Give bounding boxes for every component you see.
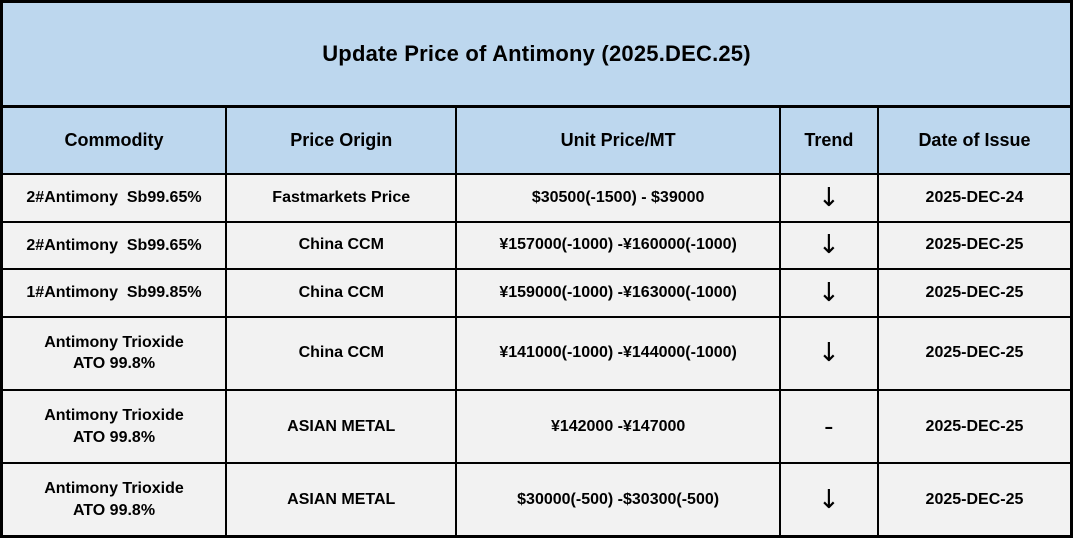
commodity-cell: Antimony Trioxide ATO 99.8% bbox=[3, 315, 227, 392]
trend-unchanged-dash: - bbox=[778, 389, 879, 465]
price-origin-cell: China CCM bbox=[224, 220, 458, 271]
unit-price-cell: $30000(-500) -$30300(-500) bbox=[455, 462, 781, 535]
table-row: Antimony Trioxide ATO 99.8% ASIAN METAL … bbox=[3, 389, 1070, 465]
price-table: Commodity Price Origin Unit Price/MT Tre… bbox=[3, 108, 1070, 535]
price-origin-cell: Fastmarkets Price bbox=[224, 173, 458, 223]
commodity-cell: Antimony Trioxide ATO 99.8% bbox=[3, 389, 227, 465]
unit-price-cell: $30500(-1500) - $39000 bbox=[455, 173, 781, 223]
unit-price-cell: ¥157000(-1000) -¥160000(-1000) bbox=[455, 220, 781, 271]
column-header-commodity: Commodity bbox=[3, 108, 227, 175]
page-title: Update Price of Antimony (2025.DEC.25) bbox=[322, 41, 751, 66]
date-of-issue-cell: 2025-DEC-24 bbox=[876, 173, 1070, 223]
trend-down-icon: ↓ bbox=[778, 268, 879, 318]
commodity-cell: 2#Antimony Sb99.65% bbox=[3, 220, 227, 271]
commodity-cell: Antimony Trioxide ATO 99.8% bbox=[3, 462, 227, 535]
commodity-cell: 1#Antimony Sb99.85% bbox=[3, 268, 227, 318]
price-origin-cell: ASIAN METAL bbox=[224, 462, 458, 535]
date-of-issue-cell: 2025-DEC-25 bbox=[876, 315, 1070, 392]
unit-price-cell: ¥141000(-1000) -¥144000(-1000) bbox=[455, 315, 781, 392]
column-header-price-origin: Price Origin bbox=[224, 108, 458, 175]
trend-down-icon: ↓ bbox=[778, 462, 879, 535]
table-row: 2#Antimony Sb99.65% China CCM ¥157000(-1… bbox=[3, 220, 1070, 271]
trend-down-icon: ↓ bbox=[778, 173, 879, 223]
date-of-issue-cell: 2025-DEC-25 bbox=[876, 462, 1070, 535]
price-origin-cell: ASIAN METAL bbox=[224, 389, 458, 465]
trend-down-icon: ↓ bbox=[778, 315, 879, 392]
header-row: Commodity Price Origin Unit Price/MT Tre… bbox=[3, 108, 1070, 175]
date-of-issue-cell: 2025-DEC-25 bbox=[876, 389, 1070, 465]
commodity-cell: 2#Antimony Sb99.65% bbox=[3, 173, 227, 223]
table-row: Antimony Trioxide ATO 99.8% China CCM ¥1… bbox=[3, 315, 1070, 392]
column-header-unit-price: Unit Price/MT bbox=[455, 108, 781, 175]
unit-price-cell: ¥159000(-1000) -¥163000(-1000) bbox=[455, 268, 781, 318]
column-header-trend: Trend bbox=[778, 108, 879, 175]
table-row: Antimony Trioxide ATO 99.8% ASIAN METAL … bbox=[3, 462, 1070, 535]
price-origin-cell: China CCM bbox=[224, 315, 458, 392]
unit-price-cell: ¥142000 -¥147000 bbox=[455, 389, 781, 465]
date-of-issue-cell: 2025-DEC-25 bbox=[876, 220, 1070, 271]
date-of-issue-cell: 2025-DEC-25 bbox=[876, 268, 1070, 318]
price-origin-cell: China CCM bbox=[224, 268, 458, 318]
table-row: 2#Antimony Sb99.65% Fastmarkets Price $3… bbox=[3, 173, 1070, 223]
title-bar: Update Price of Antimony (2025.DEC.25) bbox=[3, 3, 1070, 108]
table-row: 1#Antimony Sb99.85% China CCM ¥159000(-1… bbox=[3, 268, 1070, 318]
trend-down-icon: ↓ bbox=[778, 220, 879, 271]
column-header-date-of-issue: Date of Issue bbox=[876, 108, 1070, 175]
